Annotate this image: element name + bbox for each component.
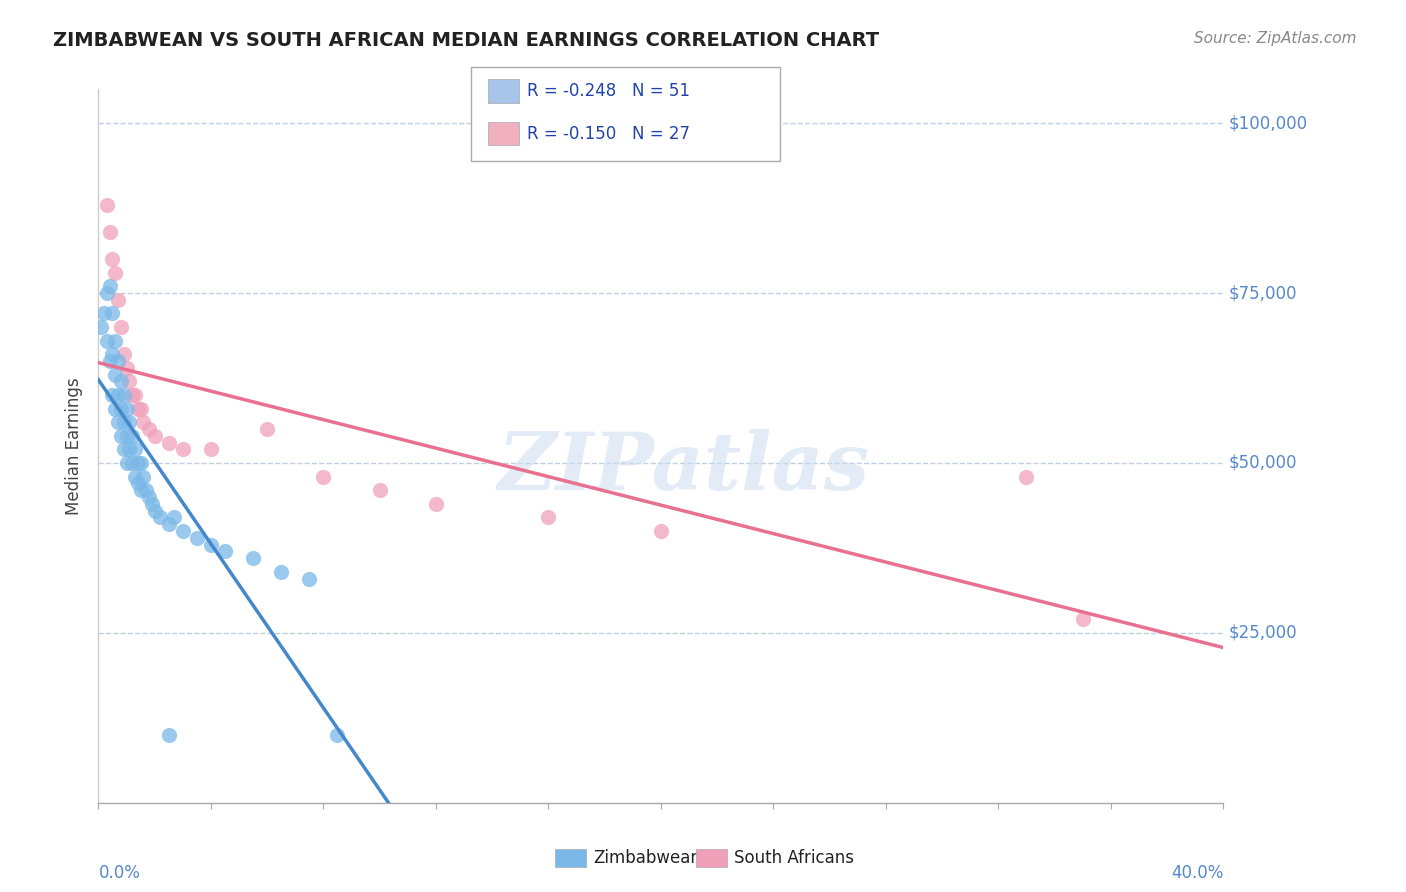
Point	[112, 388, 135, 402]
Point	[104, 401, 127, 416]
Point	[200, 442, 222, 457]
Text: $50,000: $50,000	[1229, 454, 1298, 472]
Text: 0.0%: 0.0%	[98, 864, 141, 882]
Text: $25,000: $25,000	[1229, 624, 1298, 642]
Point	[107, 415, 129, 429]
Point	[143, 429, 166, 443]
Point	[149, 510, 172, 524]
Point	[98, 354, 121, 368]
Point	[110, 375, 132, 389]
Text: Median Earnings: Median Earnings	[65, 377, 83, 515]
Text: R = -0.150   N = 27: R = -0.150 N = 27	[527, 125, 690, 143]
Point	[326, 728, 349, 742]
Point	[298, 572, 321, 586]
Point	[104, 334, 127, 348]
Point	[157, 728, 180, 742]
Point	[115, 456, 138, 470]
Text: ZIPatlas: ZIPatlas	[498, 429, 869, 506]
Point	[112, 415, 135, 429]
Point	[135, 483, 157, 498]
Point	[242, 551, 264, 566]
Point	[425, 497, 447, 511]
Text: R = -0.248   N = 51: R = -0.248 N = 51	[527, 82, 690, 100]
Point	[312, 469, 335, 483]
Text: $75,000: $75,000	[1229, 284, 1298, 302]
Point	[101, 388, 124, 402]
Point	[98, 225, 121, 239]
Point	[96, 286, 118, 301]
Point	[127, 476, 149, 491]
Point	[98, 279, 121, 293]
Point	[214, 544, 236, 558]
Point	[127, 401, 149, 416]
Point	[157, 435, 180, 450]
Point	[124, 469, 146, 483]
Point	[650, 524, 672, 538]
Point	[96, 198, 118, 212]
Text: ZIMBABWEAN VS SOUTH AFRICAN MEDIAN EARNINGS CORRELATION CHART: ZIMBABWEAN VS SOUTH AFRICAN MEDIAN EARNI…	[53, 31, 880, 50]
Point	[270, 565, 292, 579]
Text: $100,000: $100,000	[1229, 114, 1308, 132]
Point	[138, 490, 160, 504]
Point	[110, 320, 132, 334]
Point	[537, 510, 560, 524]
Point	[141, 497, 163, 511]
Point	[163, 510, 186, 524]
Point	[107, 293, 129, 307]
Point	[138, 422, 160, 436]
Point	[1015, 469, 1038, 483]
Point	[1071, 612, 1094, 626]
Point	[90, 320, 112, 334]
Point	[157, 517, 180, 532]
Point	[124, 388, 146, 402]
Point	[200, 537, 222, 551]
Text: Source: ZipAtlas.com: Source: ZipAtlas.com	[1194, 31, 1357, 46]
Text: Zimbabweans: Zimbabweans	[593, 849, 710, 867]
Point	[101, 347, 124, 361]
Point	[118, 375, 141, 389]
Point	[172, 524, 194, 538]
Text: South Africans: South Africans	[734, 849, 853, 867]
Point	[121, 388, 143, 402]
Point	[101, 306, 124, 320]
Point	[107, 354, 129, 368]
Point	[112, 347, 135, 361]
Point	[129, 483, 152, 498]
Point	[118, 442, 141, 457]
Point	[172, 442, 194, 457]
Point	[368, 483, 391, 498]
Point	[121, 456, 143, 470]
Point	[101, 252, 124, 266]
Point	[104, 266, 127, 280]
Point	[110, 401, 132, 416]
Point	[110, 429, 132, 443]
Point	[115, 360, 138, 375]
Point	[104, 368, 127, 382]
Point	[112, 442, 135, 457]
Point	[107, 388, 129, 402]
Point	[186, 531, 208, 545]
Point	[124, 442, 146, 457]
Point	[129, 401, 152, 416]
Point	[132, 415, 155, 429]
Point	[256, 422, 278, 436]
Point	[115, 429, 138, 443]
Point	[96, 334, 118, 348]
Point	[132, 469, 155, 483]
Point	[143, 503, 166, 517]
Text: 40.0%: 40.0%	[1171, 864, 1223, 882]
Point	[115, 401, 138, 416]
Point	[127, 456, 149, 470]
Point	[93, 306, 115, 320]
Point	[118, 415, 141, 429]
Point	[129, 456, 152, 470]
Point	[121, 429, 143, 443]
